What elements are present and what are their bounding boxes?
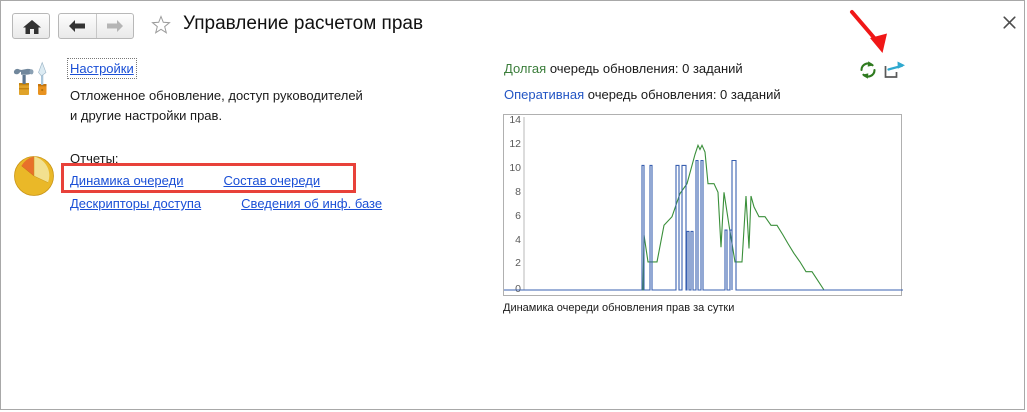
- svg-text:4: 4: [515, 234, 521, 246]
- svg-text:12: 12: [509, 138, 521, 150]
- svg-text:6: 6: [515, 210, 521, 222]
- svg-text:0: 0: [515, 283, 521, 295]
- svg-text:10: 10: [509, 162, 521, 174]
- svg-text:2: 2: [515, 257, 521, 269]
- svg-text:8: 8: [515, 186, 521, 198]
- svg-text:14: 14: [509, 115, 521, 126]
